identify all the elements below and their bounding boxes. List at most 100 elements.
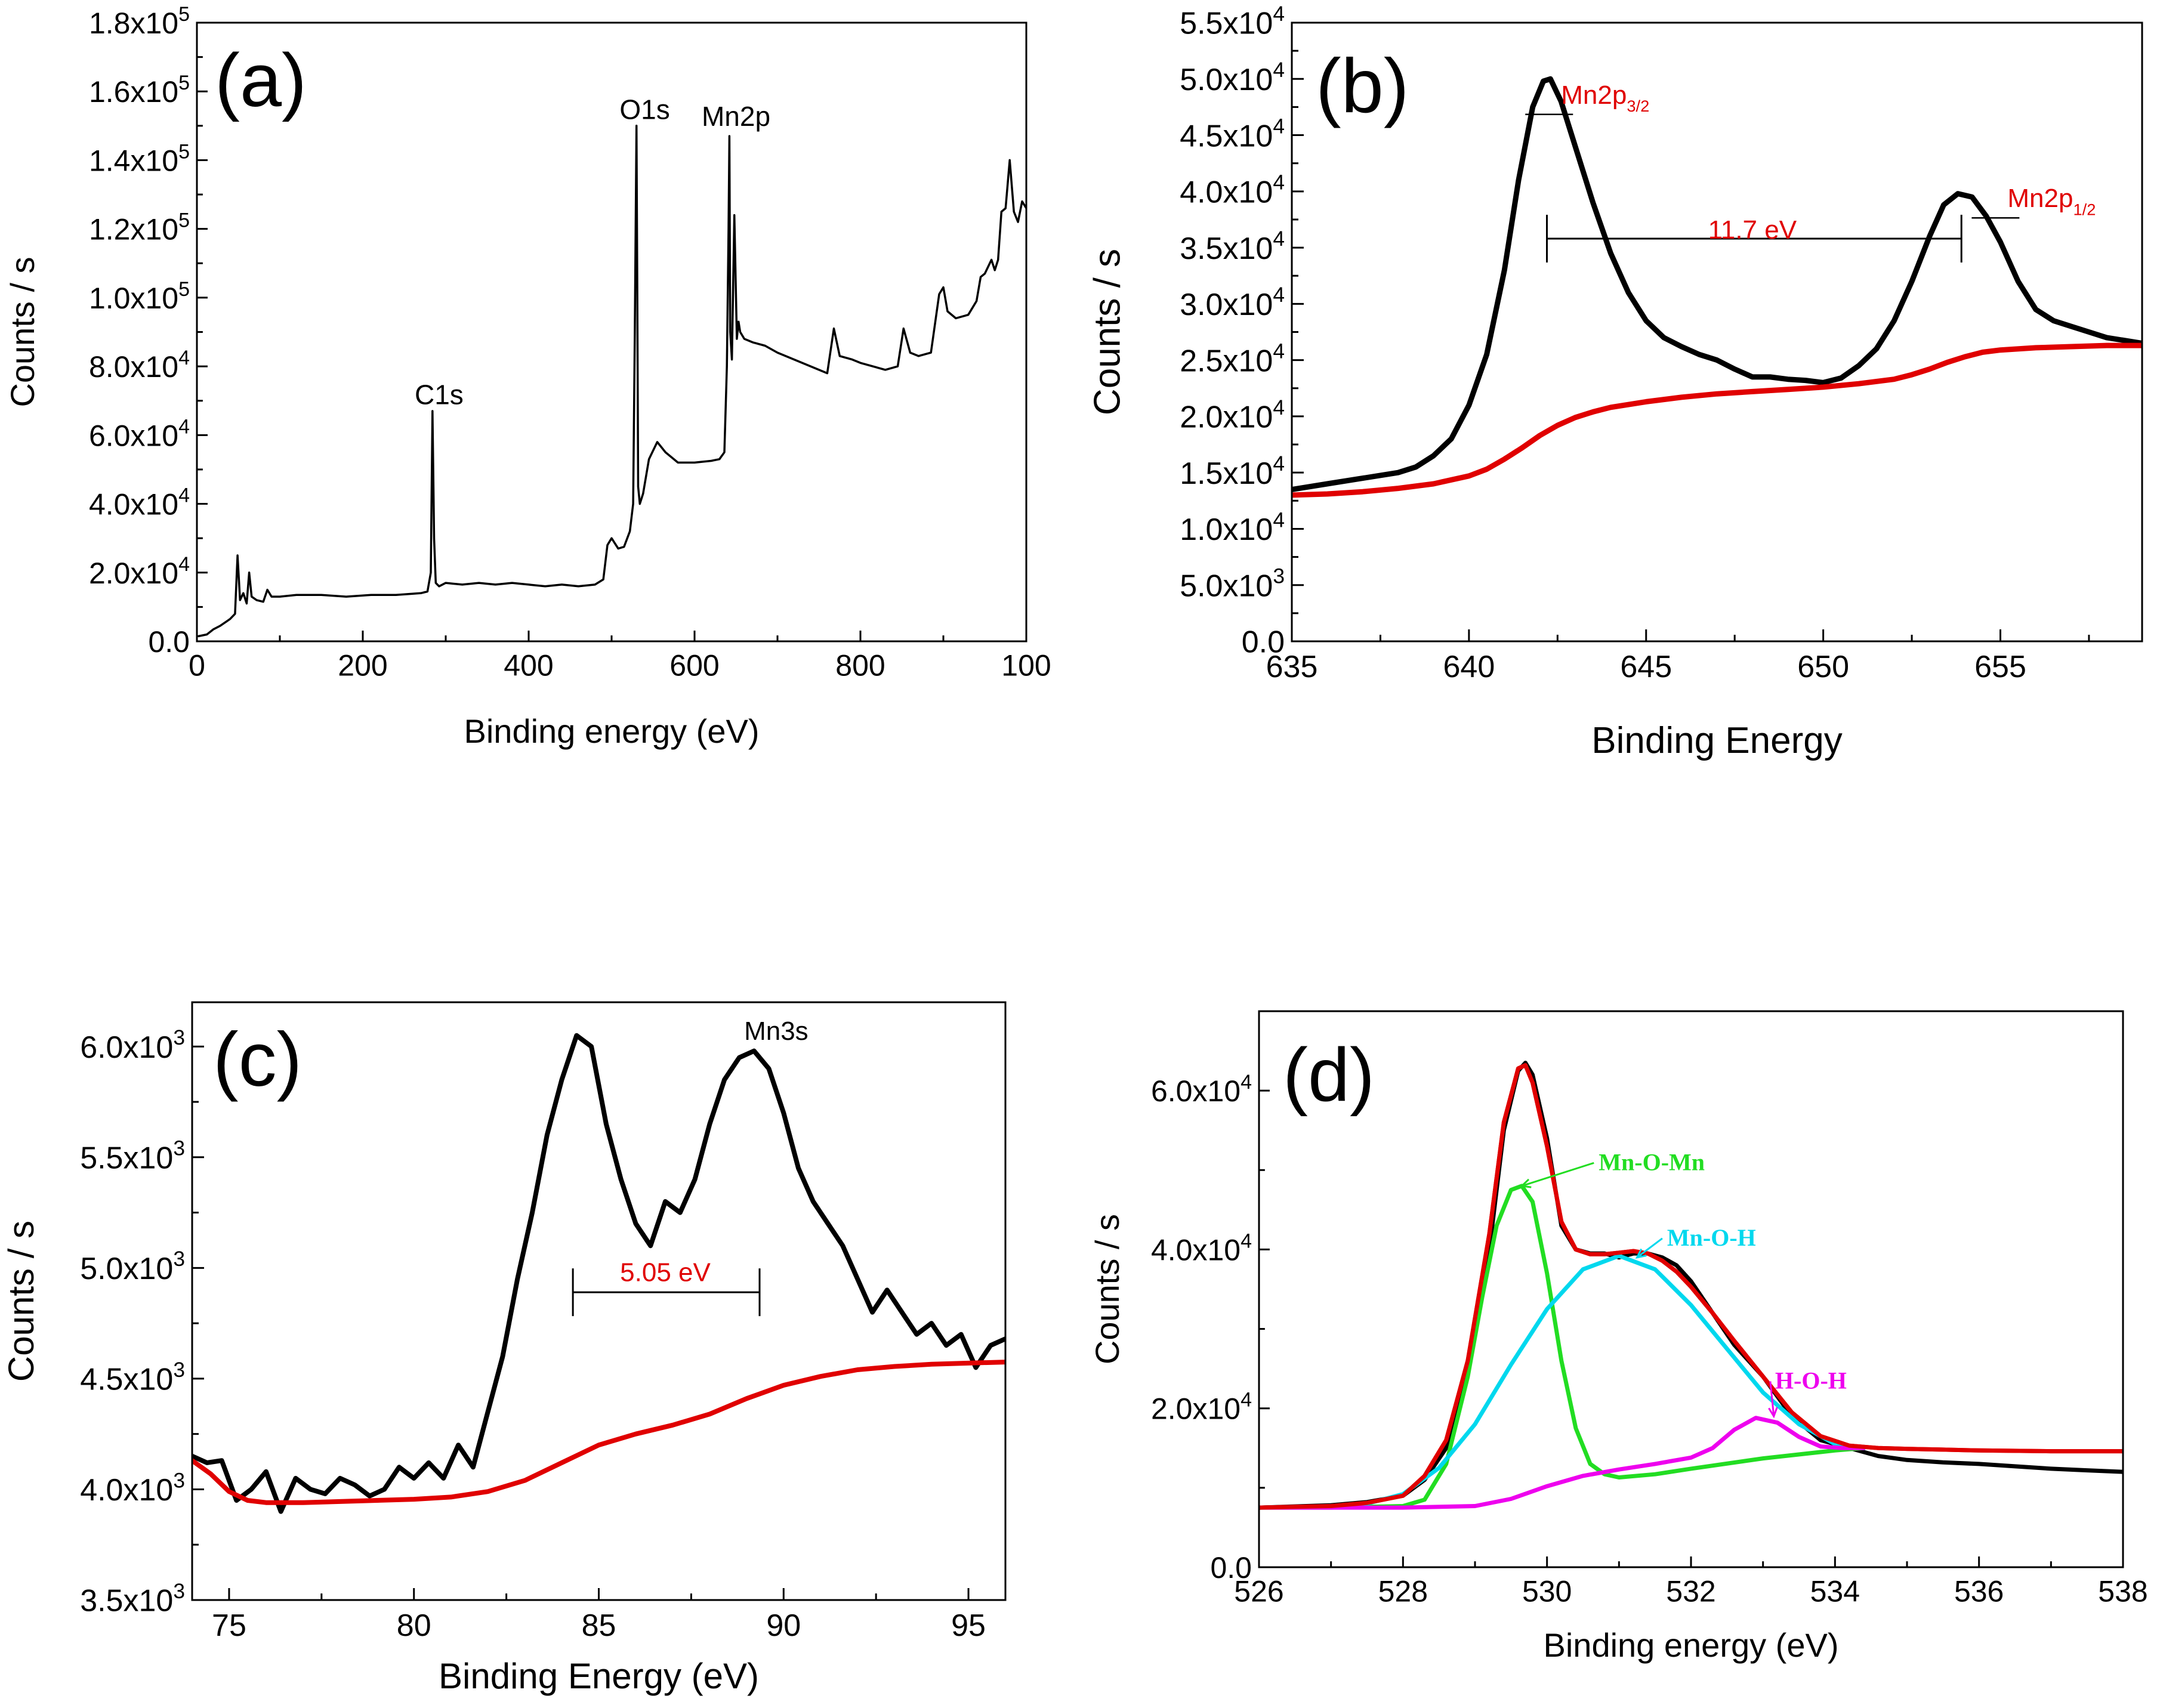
y-tick-exponent: 3 [173, 1358, 185, 1382]
x-tick-label: 100 [1001, 649, 1051, 682]
panel-letter: (a) [215, 38, 307, 122]
y-tick-exponent: 4 [1273, 2, 1285, 26]
series-line-2 [1292, 342, 2142, 498]
y-tick-exponent: 5 [178, 72, 190, 94]
series-envelope-top [1259, 1063, 2123, 1510]
y-tick-mantissa: 3.5x10 [1180, 231, 1273, 266]
y-tick-exponent: 4 [178, 415, 190, 438]
annotation-leader [1521, 1162, 1594, 1187]
y-tick-mantissa: 0.0 [1242, 625, 1285, 660]
x-tick-label: 90 [766, 1608, 801, 1643]
x-tick-label: 645 [1620, 650, 1672, 684]
series-line-1 [198, 125, 1026, 638]
x-tick-label: 75 [212, 1608, 246, 1643]
y-tick-mantissa: 5.0x10 [1180, 569, 1273, 603]
y-tick-exponent: 4 [1273, 115, 1285, 138]
y-tick-label: 5.0x103 [80, 1247, 185, 1286]
y-tick-exponent: 4 [1273, 58, 1285, 82]
y-tick-exponent: 4 [1273, 227, 1285, 251]
series-line-2 [192, 1360, 1005, 1505]
y-tick-exponent: 4 [1273, 171, 1285, 194]
y-tick-label: 0.0 [1242, 625, 1285, 660]
annotation-label: Mn-O-Mn [1599, 1148, 1705, 1175]
y-tick-exponent: 3 [173, 1247, 185, 1271]
y-axis-label: Counts / s [1088, 1214, 1126, 1364]
y-tick-mantissa: 2.0x10 [1180, 400, 1273, 435]
y-tick-exponent: 4 [178, 347, 190, 369]
annotation-label: Mn2p [702, 101, 770, 132]
y-axis-label: Counts / s [4, 257, 41, 407]
panel-letter: (d) [1283, 1033, 1375, 1117]
annotation-label: H-O-H [1775, 1367, 1847, 1394]
x-axis-label: Binding energy (eV) [1544, 1626, 1839, 1664]
y-tick-label: 4.5x104 [1180, 115, 1285, 153]
x-tick-label: 526 [1234, 1575, 1283, 1608]
panel-a: 0 200 400 600 800 1000.02.0x1044.0x1046.0x104… [4, 3, 1051, 750]
x-tick-label: 85 [582, 1608, 616, 1643]
y-tick-mantissa: 3.0x10 [1180, 288, 1273, 322]
y-tick-label: 5.5x104 [1180, 2, 1285, 41]
x-tick-label: 200 [338, 649, 387, 682]
x-tick-label: 650 [1797, 650, 1849, 684]
y-tick-mantissa: 1.0x10 [1180, 512, 1273, 547]
annotation-main: Mn2p [2007, 184, 2073, 213]
y-tick-exponent: 3 [173, 1580, 185, 1603]
y-tick-mantissa: 1.0x10 [89, 282, 178, 315]
x-tick-label: 530 [1522, 1575, 1572, 1608]
panel-letter: (b) [1316, 44, 1409, 129]
y-tick-label: 1.2x105 [89, 209, 190, 246]
y-tick-exponent: 5 [178, 140, 190, 163]
x-axis-label: Binding energy (eV) [464, 712, 760, 750]
y-tick-label: 6.0x104 [89, 415, 190, 452]
y-tick-label: 5.0x104 [1180, 58, 1285, 97]
y-tick-exponent: 4 [1273, 452, 1285, 475]
y-tick-mantissa: 8.0x10 [89, 350, 178, 384]
y-tick-label: 1.5x104 [1180, 452, 1285, 491]
y-tick-exponent: 3 [173, 1469, 185, 1492]
y-tick-mantissa: 5.5x10 [80, 1141, 173, 1175]
y-tick-label: 2.5x104 [1180, 340, 1285, 379]
y-tick-mantissa: 6.0x10 [1151, 1074, 1241, 1108]
x-tick-label: 0 [189, 649, 205, 682]
y-tick-mantissa: 1.8x10 [89, 7, 178, 40]
y-tick-mantissa: 3.5x10 [80, 1584, 173, 1619]
series-group [1259, 1061, 2123, 1510]
x-tick-label: 635 [1266, 650, 1318, 684]
y-tick-mantissa: 5.0x10 [1180, 63, 1273, 97]
y-tick-label: 4.0x104 [89, 484, 190, 521]
panel-c: 75 80 85 90 953.5x1034.0x1034.5x1035.0x1035.… [1, 1001, 1007, 1696]
panel-letter: (c) [213, 1017, 302, 1102]
y-tick-label: 3.0x104 [1180, 283, 1285, 322]
x-tick-label: 528 [1378, 1575, 1428, 1608]
y-tick-mantissa: 5.5x10 [1180, 7, 1273, 41]
annotation-arrowhead [1635, 1248, 1647, 1259]
annotation-subscript: 1/2 [2073, 200, 2096, 218]
y-tick-mantissa: 4.5x10 [80, 1363, 173, 1397]
annotation-label: Mn3s [744, 1017, 809, 1046]
x-tick-label: 95 [951, 1608, 986, 1643]
x-tick-label: 600 [669, 649, 719, 682]
y-axis-label: Counts / s [1087, 249, 1128, 415]
annotation-subscript: 3/2 [1627, 97, 1649, 115]
y-tick-label: 2.0x104 [1151, 1389, 1252, 1426]
x-tick-label: 640 [1443, 650, 1495, 684]
y-tick-exponent: 5 [178, 209, 190, 232]
y-tick-exponent: 4 [1241, 1230, 1252, 1252]
y-tick-label: 8.0x104 [89, 347, 190, 384]
y-tick-label: 6.0x104 [1151, 1071, 1252, 1108]
series-group [198, 125, 1026, 638]
y-tick-label: 2.0x104 [89, 553, 190, 590]
x-tick-label: 532 [1666, 1575, 1715, 1608]
y-tick-mantissa: 2.0x10 [1151, 1392, 1241, 1426]
y-tick-mantissa: 0.0 [148, 625, 190, 659]
annotation-label: O1s [619, 94, 669, 125]
y-axis-label: Counts / s [1, 1221, 41, 1382]
y-tick-label: 1.0x105 [89, 278, 190, 315]
y-tick-label: 2.0x104 [1180, 396, 1285, 435]
y-tick-exponent: 4 [178, 553, 190, 576]
y-tick-label: 1.8x105 [89, 3, 190, 40]
y-tick-exponent: 3 [173, 1026, 185, 1049]
series-line-1 [192, 1033, 1005, 1514]
x-tick-label: 534 [1810, 1575, 1860, 1608]
